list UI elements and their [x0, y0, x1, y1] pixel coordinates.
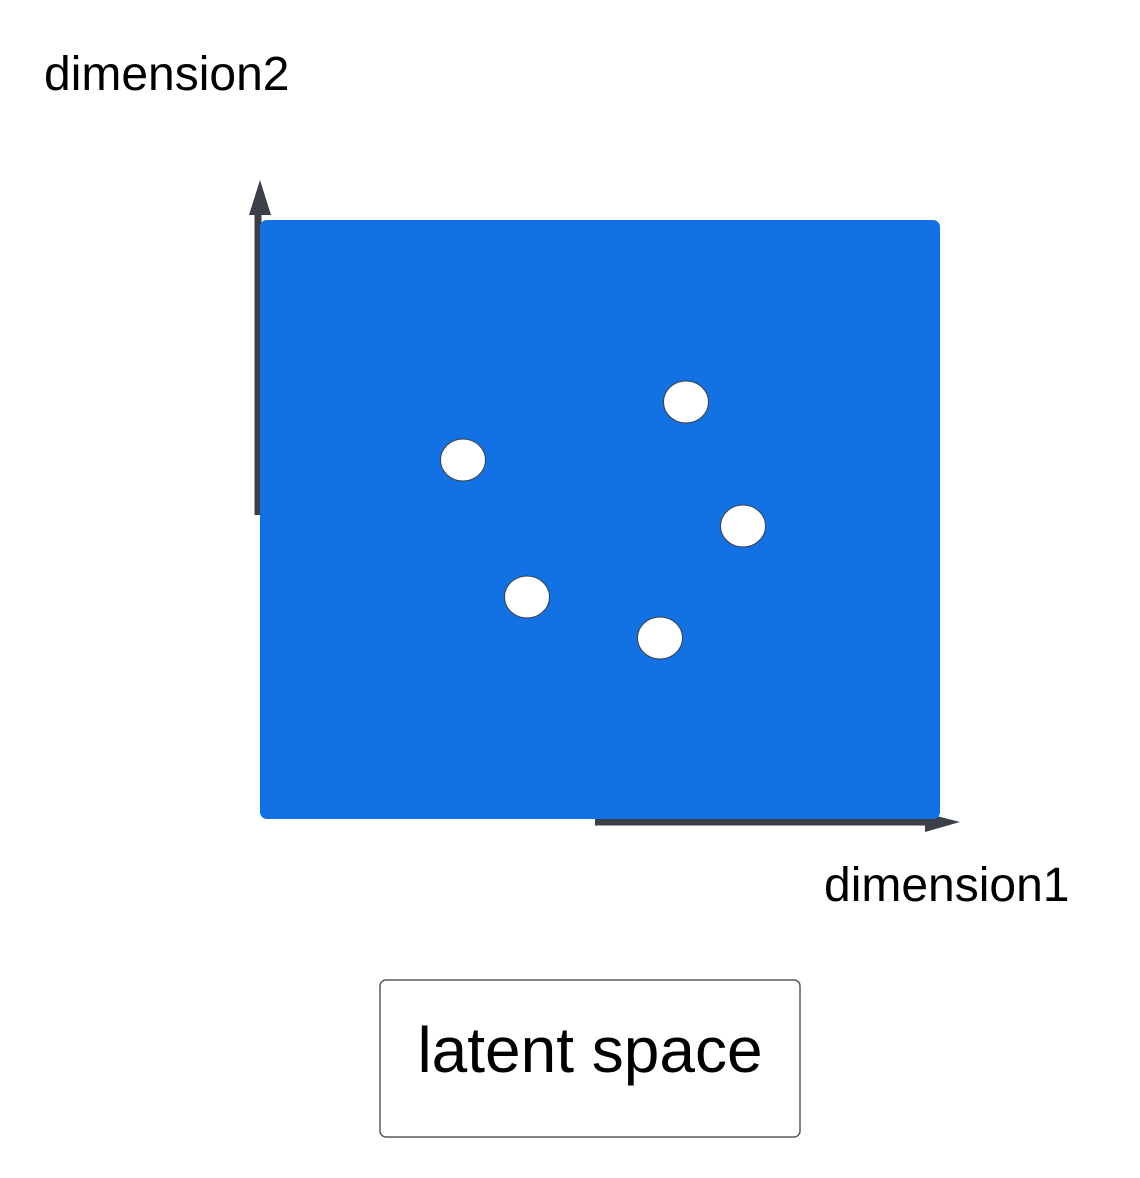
point-2 [440, 438, 486, 482]
y-axis-label: dimension2 [44, 48, 289, 101]
points-group [440, 380, 766, 660]
caption-border [379, 979, 801, 1138]
latent-space-area [260, 220, 940, 819]
point-1 [663, 380, 709, 424]
point-5 [637, 616, 683, 660]
y-axis [249, 180, 271, 515]
point-3 [720, 504, 766, 548]
point-4 [504, 575, 550, 619]
caption-label: latent space [417, 1014, 762, 1086]
x-axis-label: dimension1 [824, 859, 1069, 912]
y-axis-arrowhead-icon [249, 180, 271, 215]
caption-box: latent space [379, 979, 801, 1138]
